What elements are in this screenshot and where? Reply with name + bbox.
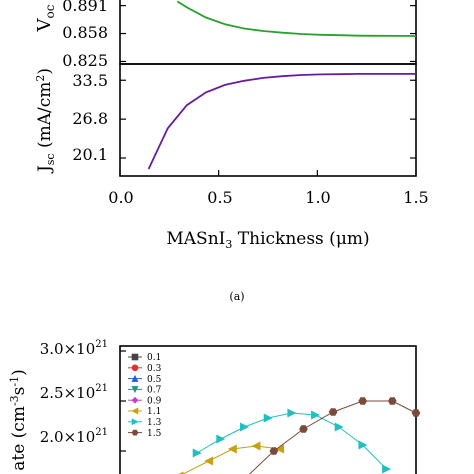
rate-point-1.3-8: [382, 464, 392, 474]
voc-ytick-1: 0.858: [62, 23, 108, 42]
legend-marker-5: [131, 407, 139, 415]
voc-panel: 0.891 0.858 0.825 Voc: [34, 0, 417, 70]
legend-marker-0: [131, 353, 139, 361]
rate-ytick-2: 2.0×1021: [40, 427, 108, 446]
rate-plot-frame: [119, 345, 417, 474]
legend-label-0: 0.1: [147, 353, 161, 363]
rate-point-1.3-6: [334, 422, 344, 432]
jsc-series-line: [147, 73, 416, 170]
rate-point-1.5-5: [387, 397, 397, 405]
legend-label-2: 0.5: [147, 375, 162, 385]
rate-point-1.1-1: [204, 456, 214, 466]
rate-point-1.1-2: [227, 444, 237, 454]
legend-marker-1: [131, 364, 139, 372]
jsc-xtick-3: 1.5: [403, 188, 428, 207]
rate-point-1.5-6: [411, 409, 421, 417]
rate-point-1.3-0: [192, 448, 202, 458]
legend-label-7: 1.5: [147, 429, 162, 439]
rate-point-1.1-3: [251, 441, 261, 451]
legend-label-6: 1.3: [147, 418, 162, 428]
voc-series-line: [176, 0, 417, 37]
jsc-plot-frame: [119, 63, 417, 177]
legend-marker-6: [131, 418, 139, 426]
legend-label-3: 0.7: [147, 386, 162, 396]
rate-point-1.5-3: [328, 408, 338, 416]
legend-label-1: 0.3: [147, 364, 162, 374]
legend-label-4: 0.9: [147, 396, 162, 406]
voc-ytick-0: 0.891: [62, 0, 108, 15]
jsc-ylabel: Jsc (mA/cm2): [34, 68, 57, 174]
x-axis-label: MASnI3 Thickness (μm): [166, 229, 369, 251]
rate-point-1.5-2: [299, 425, 308, 433]
legend-label-5: 1.1: [147, 407, 161, 417]
jsc-xtick-1: 0.5: [207, 188, 232, 207]
rate-point-1.3-5: [311, 410, 321, 420]
rate-panel: 3.0×1021 2.5×1021 2.0×1021 ate (cm-3s-1)…: [8, 339, 421, 474]
rate-point-1.3-7: [358, 440, 368, 450]
jsc-panel: 33.5 26.8 20.1 Jsc (mA/cm2) 0.0 0.5 1.0 …: [34, 63, 429, 251]
rate-point-1.3-3: [263, 413, 273, 423]
rate-ytick-0: 3.0×1021: [40, 339, 108, 358]
caption-a: (a): [229, 290, 244, 303]
legend-marker-4: [131, 396, 139, 404]
legend-marker-7: [131, 429, 139, 436]
rate-point-1.3-1: [216, 434, 226, 444]
legend-marker-2: [131, 374, 139, 382]
rate-ylabel: ate (cm-3s-1): [8, 369, 29, 471]
jsc-ytick-1: 26.8: [72, 109, 108, 128]
jsc-xtick-2: 1.0: [305, 188, 330, 207]
voc-ylabel: Voc: [34, 4, 57, 32]
rate-point-1.5-4: [358, 397, 368, 405]
rate-point-1.5-1: [269, 447, 279, 455]
jsc-ytick-0: 33.5: [72, 71, 108, 90]
jsc-ytick-2: 20.1: [72, 145, 108, 164]
legend-marker-3: [131, 386, 139, 394]
voc-ytick-2: 0.825: [62, 51, 108, 70]
rate-ytick-1: 2.5×1021: [40, 383, 108, 402]
rate-series-line-1.3: [196, 412, 387, 470]
legend: 0.10.30.50.70.91.11.31.5: [128, 353, 162, 439]
jsc-xtick-0: 0.0: [108, 188, 133, 207]
rate-point-1.3-2: [240, 422, 249, 432]
rate-point-1.3-4: [287, 408, 297, 418]
